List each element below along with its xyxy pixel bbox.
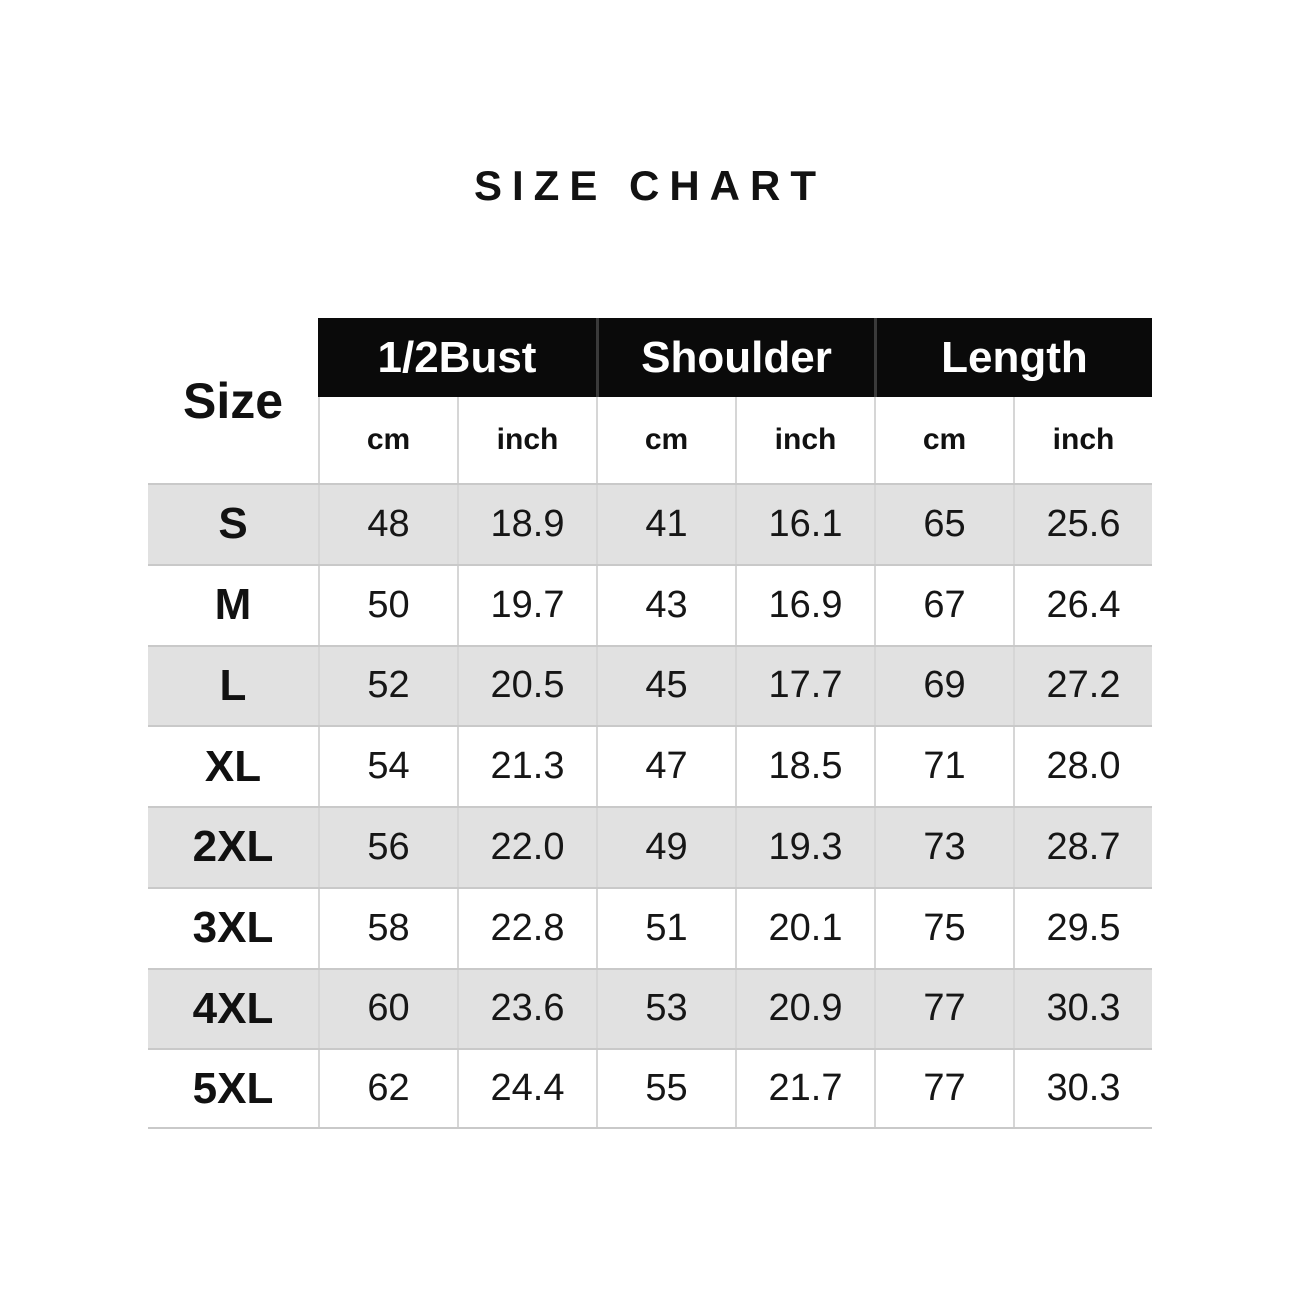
- measurement-cell: 71: [874, 727, 1013, 806]
- row-size-label: 5XL: [192, 1063, 274, 1113]
- measurement-cell: 51: [596, 888, 735, 968]
- measurement-cell: 60: [318, 969, 457, 1049]
- header-corner: [148, 318, 318, 397]
- measurement-cell: 16.1: [735, 485, 874, 564]
- group-header-row: 1/2Bust Shoulder Length: [148, 318, 1152, 397]
- row-size-label: 3XL: [192, 903, 274, 953]
- row-size-label: L: [219, 660, 247, 710]
- measurement-cell: 73: [874, 808, 1013, 887]
- unit-header-length-cm: cm: [874, 397, 1013, 483]
- measurement-cell: 30.3: [1013, 1050, 1152, 1127]
- size-chart-table: 1/2Bust Shoulder Length cm inch cm inch …: [148, 318, 1152, 1129]
- row-size-label: XL: [204, 741, 262, 791]
- table-row: S 48 18.9 41 16.1 65 25.6: [148, 483, 1152, 564]
- table-row: XL 54 21.3 47 18.5 71 28.0: [148, 725, 1152, 806]
- measurement-cell: 67: [874, 565, 1013, 645]
- measurement-cell: 16.9: [735, 565, 874, 645]
- measurement-cell: 27.2: [1013, 646, 1152, 726]
- measurement-cell: 28.7: [1013, 808, 1152, 887]
- measurement-cell: 20.1: [735, 888, 874, 968]
- measurement-cell: 43: [596, 565, 735, 645]
- measurement-cell: 56: [318, 808, 457, 887]
- measurement-cell: 58: [318, 888, 457, 968]
- table-header: 1/2Bust Shoulder Length cm inch cm inch …: [148, 318, 1152, 483]
- column-group-header-length: Length: [874, 318, 1152, 397]
- unit-header-row: cm inch cm inch cm inch: [148, 397, 1152, 483]
- table-row: M 50 19.7 43 16.9 67 26.4: [148, 563, 1152, 645]
- measurement-cell: 25.6: [1013, 485, 1152, 564]
- measurement-cell: 23.6: [457, 969, 596, 1049]
- row-size-label: S: [218, 499, 248, 549]
- measurement-cell: 48: [318, 485, 457, 564]
- measurement-cell: 49: [596, 808, 735, 887]
- measurement-cell: 75: [874, 888, 1013, 968]
- measurement-cell: 19.3: [735, 808, 874, 887]
- measurement-cell: 29.5: [1013, 888, 1152, 968]
- measurement-cell: 41: [596, 485, 735, 564]
- measurement-cell: 62: [318, 1050, 457, 1127]
- unit-header-length-inch: inch: [1013, 397, 1152, 483]
- unit-header-bust-cm: cm: [318, 397, 457, 483]
- unit-header-shoulder-inch: inch: [735, 397, 874, 483]
- measurement-cell: 77: [874, 1050, 1013, 1127]
- measurement-cell: 18.5: [735, 727, 874, 806]
- table-row: 2XL 56 22.0 49 19.3 73 28.7: [148, 806, 1152, 887]
- table-row: L 52 20.5 45 17.7 69 27.2: [148, 644, 1152, 726]
- measurement-cell: 24.4: [457, 1050, 596, 1127]
- unit-header-shoulder-cm: cm: [596, 397, 735, 483]
- measurement-cell: 55: [596, 1050, 735, 1127]
- page-title: SIZE CHART: [474, 162, 826, 209]
- measurement-cell: 22.8: [457, 888, 596, 968]
- size-column-header: Size: [182, 372, 284, 429]
- measurement-cell: 50: [318, 565, 457, 645]
- measurement-cell: 47: [596, 727, 735, 806]
- table-body: S 48 18.9 41 16.1 65 25.6 M 50 19.7 43 16.9 67 26.4 L 5…: [148, 483, 1152, 1129]
- unit-header-bust-inch: inch: [457, 397, 596, 483]
- measurement-cell: 18.9: [457, 485, 596, 564]
- row-size-label: 2XL: [192, 822, 274, 872]
- measurement-cell: 30.3: [1013, 969, 1152, 1049]
- measurement-cell: 19.7: [457, 565, 596, 645]
- measurement-cell: 20.9: [735, 969, 874, 1049]
- measurement-cell: 28.0: [1013, 727, 1152, 806]
- table-row: 4XL 60 23.6 53 20.9 77 30.3: [148, 967, 1152, 1049]
- measurement-cell: 45: [596, 646, 735, 726]
- measurement-cell: 26.4: [1013, 565, 1152, 645]
- measurement-cell: 52: [318, 646, 457, 726]
- measurement-cell: 53: [596, 969, 735, 1049]
- measurement-cell: 77: [874, 969, 1013, 1049]
- table-row: 5XL 62 24.4 55 21.7 77 30.3: [148, 1048, 1152, 1129]
- measurement-cell: 20.5: [457, 646, 596, 726]
- measurement-cell: 22.0: [457, 808, 596, 887]
- measurement-cell: 65: [874, 485, 1013, 564]
- row-size-label: M: [214, 580, 252, 630]
- measurement-cell: 21.7: [735, 1050, 874, 1127]
- row-size-label: 4XL: [192, 983, 274, 1033]
- measurement-cell: 21.3: [457, 727, 596, 806]
- column-group-header-bust: 1/2Bust: [318, 318, 596, 397]
- measurement-cell: 54: [318, 727, 457, 806]
- table-row: 3XL 58 22.8 51 20.1 75 29.5: [148, 886, 1152, 968]
- column-group-header-shoulder: Shoulder: [596, 318, 874, 397]
- measurement-cell: 17.7: [735, 646, 874, 726]
- measurement-cell: 69: [874, 646, 1013, 726]
- unit-header-spacer: [148, 397, 318, 483]
